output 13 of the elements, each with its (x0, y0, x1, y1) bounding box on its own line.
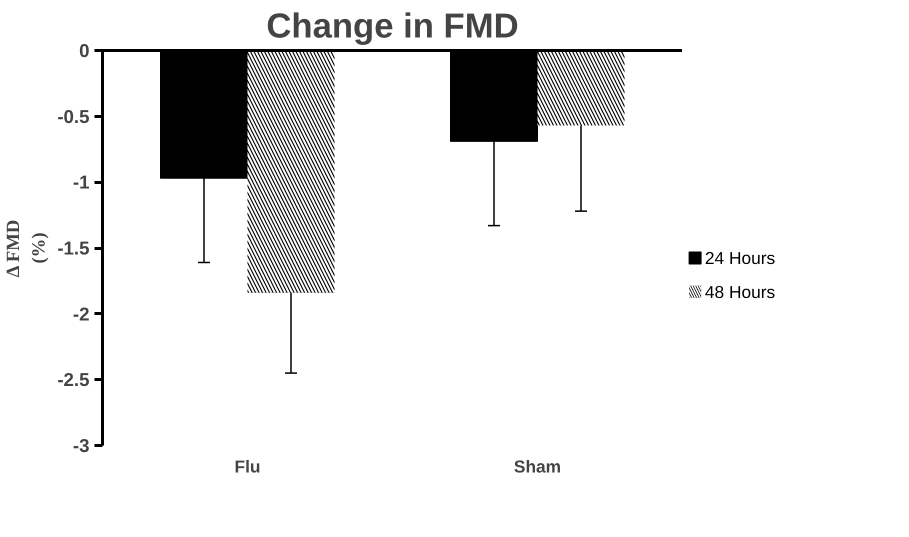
y-tick-label: -3 (72, 435, 90, 456)
chart-title: Change in FMD (266, 8, 519, 46)
x-tick-label: Sham (514, 456, 562, 476)
y-axis-title: Δ FMD (%) (3, 220, 50, 278)
y-tick-label: -1 (72, 172, 90, 193)
legend-label: 48 Hours (704, 282, 776, 302)
y-tick-label: 0 (79, 40, 90, 61)
legend-label: 24 Hours (704, 248, 776, 268)
y-tick-label: -0.5 (57, 106, 90, 127)
y-tick-label: -2.5 (57, 369, 90, 390)
y-tick-label: -1.5 (57, 238, 90, 258)
x-tick-label: Flu (234, 456, 260, 476)
y-tick-label: -2 (72, 303, 90, 324)
